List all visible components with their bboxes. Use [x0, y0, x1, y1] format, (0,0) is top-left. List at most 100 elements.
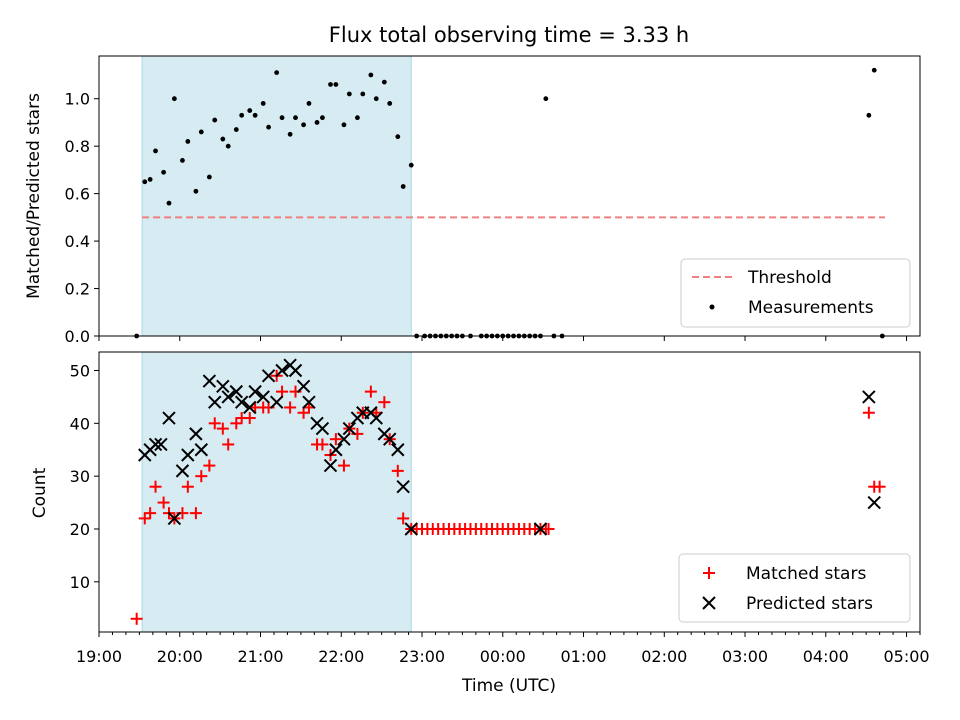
measurement-point — [355, 115, 360, 121]
predicted-star-point — [162, 411, 176, 425]
predicted-legend-label: Predicted stars — [746, 594, 873, 614]
top-y-tick-label: 0.4 — [65, 232, 90, 251]
measurement-point — [360, 91, 366, 97]
top-axes-frame — [98, 55, 921, 337]
matched-star-point — [397, 512, 410, 525]
measurement-point — [180, 158, 185, 163]
predicted-star-point — [148, 437, 163, 452]
predicted-star-point — [189, 427, 203, 441]
bottom-x-tick-label: 20:00 — [157, 647, 203, 666]
measurement-point — [212, 117, 218, 123]
measurement-point — [185, 139, 191, 144]
measurement-point — [142, 179, 148, 185]
measurement-point — [166, 200, 172, 206]
bottom-x-tick-label: 01:00 — [560, 647, 606, 666]
matched-star-point — [329, 433, 342, 446]
bottom-x-tick-label: 02:00 — [641, 647, 687, 666]
measurement-point — [274, 70, 280, 76]
bottom-y-tick-label: 40 — [70, 414, 90, 433]
bottom-y-axis-label: Count — [30, 467, 50, 518]
matched-star-point — [189, 507, 202, 520]
matched-star-point — [216, 422, 229, 435]
matched-star-point — [144, 507, 157, 520]
measurement-point — [247, 108, 253, 113]
predicted-star-point — [154, 437, 168, 452]
matched-star-point — [337, 459, 350, 472]
measurement-point — [543, 96, 549, 102]
bottom-axes-frame — [98, 351, 921, 633]
predicted-star-point — [329, 443, 343, 457]
matched-star-point — [316, 438, 329, 451]
matched-legend-label: Matched stars — [746, 564, 866, 584]
measurement-point — [266, 124, 271, 130]
predicted-star-point — [302, 395, 316, 409]
matched-star-point — [391, 464, 404, 477]
top-legend-box — [680, 258, 911, 328]
predicted-star-point — [383, 432, 397, 446]
top-y-tick-label: 0.6 — [65, 185, 90, 204]
measurement-point — [198, 129, 204, 135]
measurement-point — [346, 91, 352, 97]
measurement-point — [193, 188, 199, 194]
measurements-legend-swatch — [709, 304, 715, 310]
matched-star-point — [130, 612, 143, 625]
matched-legend-swatch — [703, 567, 715, 579]
predicted-star-point — [175, 464, 190, 478]
predicted-star-point — [342, 421, 357, 436]
measurement-point — [320, 115, 325, 121]
bottom-y-tick-label: 20 — [70, 520, 90, 539]
top-y-axis-label: Matched/Predicted stars — [24, 93, 44, 299]
bottom-legend-box — [678, 553, 911, 623]
matched-star-point — [862, 406, 875, 419]
matched-star-point — [157, 496, 170, 509]
predicted-star-point — [261, 369, 276, 383]
predicted-star-point — [229, 384, 243, 399]
predicted-star-point — [208, 395, 222, 409]
predicted-star-point — [269, 395, 284, 409]
predicted-star-point — [288, 363, 303, 378]
predicted-star-point — [867, 495, 881, 510]
bottom-x-tick-label: 19:00 — [76, 647, 122, 666]
matched-star-point — [378, 396, 391, 409]
bottom-legend: Matched stars Predicted stars — [678, 553, 911, 623]
matched-star-point — [222, 438, 235, 451]
measurement-point — [866, 112, 872, 118]
matched-star-point — [203, 459, 216, 472]
measurement-point — [381, 79, 387, 85]
top-y-tick-label: 0.2 — [65, 280, 90, 299]
bottom-x-tick-label: 22:00 — [318, 647, 364, 666]
measurement-point — [408, 162, 414, 168]
measurement-point — [287, 131, 293, 137]
measurement-point — [171, 96, 177, 102]
measurement-point — [252, 112, 258, 118]
chart-title: Flux total observing time = 3.33 h — [329, 23, 689, 47]
bottom-y-tick-label: 30 — [70, 467, 90, 486]
measurement-point — [233, 127, 239, 132]
bottom-y-tick-label: 10 — [70, 573, 90, 592]
predicted-legend-swatch — [702, 596, 716, 610]
bottom-x-tick-label: 23:00 — [399, 647, 445, 666]
predicted-star-point — [275, 363, 289, 378]
top-panel: 0.0 0.2 0.4 0.6 0.8 1.0 Matched/Predicted sta… — [24, 55, 921, 346]
measurement-point — [301, 122, 306, 128]
top-y-tick-label: 0.0 — [65, 327, 90, 346]
matched-star-point — [230, 417, 243, 430]
predicted-star-point — [404, 522, 418, 536]
matched-star-point — [243, 412, 256, 425]
measurement-point — [220, 136, 226, 142]
threshold-legend-label: Threshold — [747, 268, 832, 288]
bottom-x-tick-label: 00:00 — [480, 647, 526, 666]
predicted-star-point — [533, 522, 548, 536]
matched-star-point — [208, 417, 221, 430]
bottom-x-tick-label: 05:00 — [883, 647, 929, 666]
measurement-point — [400, 184, 406, 189]
predicted-star-point — [862, 390, 876, 404]
measurements-legend-label: Measurements — [748, 298, 874, 318]
matched-star-point — [181, 480, 194, 493]
predicted-star-point — [248, 384, 262, 399]
top-observing-window — [141, 55, 412, 337]
predicted-star-point — [234, 395, 249, 409]
predicted-star-point — [167, 511, 182, 526]
measurement-point — [871, 67, 877, 73]
